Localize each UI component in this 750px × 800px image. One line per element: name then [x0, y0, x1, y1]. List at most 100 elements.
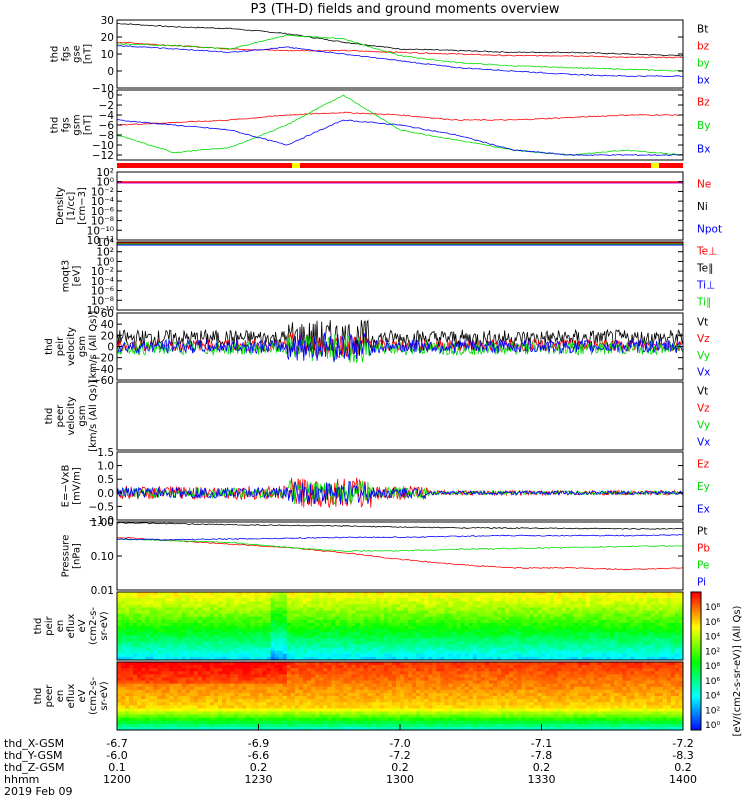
spectrogram-cell: [302, 665, 308, 669]
spectrogram-cell: [464, 656, 470, 661]
spectrogram-cell: [149, 711, 154, 716]
spectrogram-cell: [117, 601, 122, 605]
spectrogram-cell: [189, 674, 195, 678]
spectrogram-cell: [185, 622, 191, 627]
spectrogram-cell: [315, 680, 320, 685]
spectrogram-cell: [622, 613, 627, 618]
spectrogram-cell: [181, 711, 187, 716]
spectrogram-cell: [573, 604, 579, 608]
spectrogram-cell: [133, 656, 138, 661]
spectrogram-cell: [670, 607, 676, 612]
spectrogram-cell: [226, 680, 231, 685]
spectrogram-cell: [363, 683, 369, 688]
spectrogram-cell: [201, 668, 207, 672]
spectrogram-cell: [197, 696, 203, 700]
spectrogram-cell: [476, 644, 482, 649]
spectrogram-cell: [205, 610, 211, 615]
spectrogram-cell: [634, 598, 640, 602]
spectrogram-cell: [258, 723, 264, 728]
spectrogram-cell: [666, 644, 672, 649]
spectrogram-cell: [302, 635, 308, 639]
spectrogram-cell: [541, 641, 547, 646]
spectrogram-cell: [517, 619, 522, 624]
spectrogram-cell: [642, 632, 648, 636]
spectrogram-cell: [331, 680, 336, 685]
spectrogram-cell: [258, 632, 264, 636]
spectrogram-cell: [193, 619, 199, 624]
spectrogram-cell: [614, 613, 619, 618]
spectrogram-cell: [226, 592, 231, 596]
spectrogram-cell: [363, 705, 369, 709]
spectrogram-cell: [363, 604, 369, 608]
spectrogram-cell: [363, 723, 369, 728]
spectrogram-cell: [472, 656, 478, 661]
spectrogram-cell: [193, 699, 199, 703]
spectrogram-cell: [395, 720, 401, 725]
spectrogram-cell: [294, 674, 300, 678]
spectrogram-cell: [197, 656, 203, 661]
spectrogram-cell: [614, 650, 619, 655]
spectrogram-cell: [529, 601, 534, 605]
spectrogram-cell: [416, 641, 421, 646]
spectrogram-cell: [129, 626, 134, 630]
panel-frame: [116, 591, 684, 661]
spectrogram-cell: [209, 686, 215, 691]
spectrogram-cell: [678, 610, 684, 615]
spectrogram-cell: [254, 595, 259, 599]
spectrogram-cell: [165, 592, 171, 596]
spectrogram-cell: [246, 632, 251, 636]
spectrogram-cell: [400, 674, 405, 678]
spectrogram-cell: [242, 680, 247, 685]
spectrogram-cell: [468, 629, 474, 633]
spectrogram-cell: [331, 607, 336, 612]
spectrogram-cell: [400, 683, 405, 688]
spectrogram-cell: [331, 598, 336, 602]
spectrogram-cell: [460, 613, 466, 618]
spectrogram-cell: [343, 616, 348, 621]
spectrogram-cell: [234, 726, 239, 731]
spectrogram-cell: [323, 613, 328, 618]
spectrogram-cell: [581, 635, 587, 639]
spectrogram-cell: [286, 686, 292, 691]
spectrogram-cell: [298, 689, 304, 694]
spectrogram-cell: [642, 613, 648, 618]
spectrogram-cell: [125, 650, 130, 655]
spectrogram-cell: [420, 665, 425, 669]
spectrogram-cell: [230, 674, 235, 678]
spectrogram-cell: [129, 638, 134, 642]
spectrogram-cell: [201, 629, 207, 633]
spectrogram-cell: [375, 677, 381, 682]
spectrogram-cell: [153, 632, 158, 636]
spectrogram-cell: [222, 689, 227, 694]
spectrogram-cell: [323, 692, 328, 697]
spectrogram-cell: [678, 644, 684, 649]
spectrogram-cell: [363, 632, 369, 636]
spectrogram-cell: [222, 671, 227, 675]
spectrogram-cell: [351, 610, 357, 615]
spectrogram-cell: [278, 714, 284, 719]
spectrogram-cell: [214, 635, 219, 639]
spectrogram-cell: [181, 671, 187, 675]
spectrogram-cell: [145, 635, 150, 639]
spectrogram-cell: [193, 668, 199, 672]
spectrogram-cell: [218, 610, 223, 615]
spectrogram-cell: [218, 656, 223, 661]
spectrogram-cell: [173, 711, 179, 716]
spectrogram-cell: [577, 626, 583, 630]
spectrogram-cell: [278, 689, 284, 694]
spectrogram-cell: [129, 632, 134, 636]
spectrogram-cell: [331, 711, 336, 716]
spectrogram-cell: [169, 604, 175, 608]
spectrogram-cell: [339, 696, 344, 700]
spectrogram-cell: [145, 656, 150, 661]
spectrogram-cell: [327, 711, 332, 716]
spectrogram-cell: [545, 638, 551, 642]
spectrogram-cell: [448, 650, 454, 655]
spectrogram-cell: [626, 653, 631, 658]
spectrogram-cell: [149, 607, 154, 612]
spectrogram-cell: [513, 616, 518, 621]
spectrogram-cell: [375, 686, 381, 691]
spectrogram-cell: [117, 638, 122, 642]
spectrogram-cell: [391, 604, 397, 608]
